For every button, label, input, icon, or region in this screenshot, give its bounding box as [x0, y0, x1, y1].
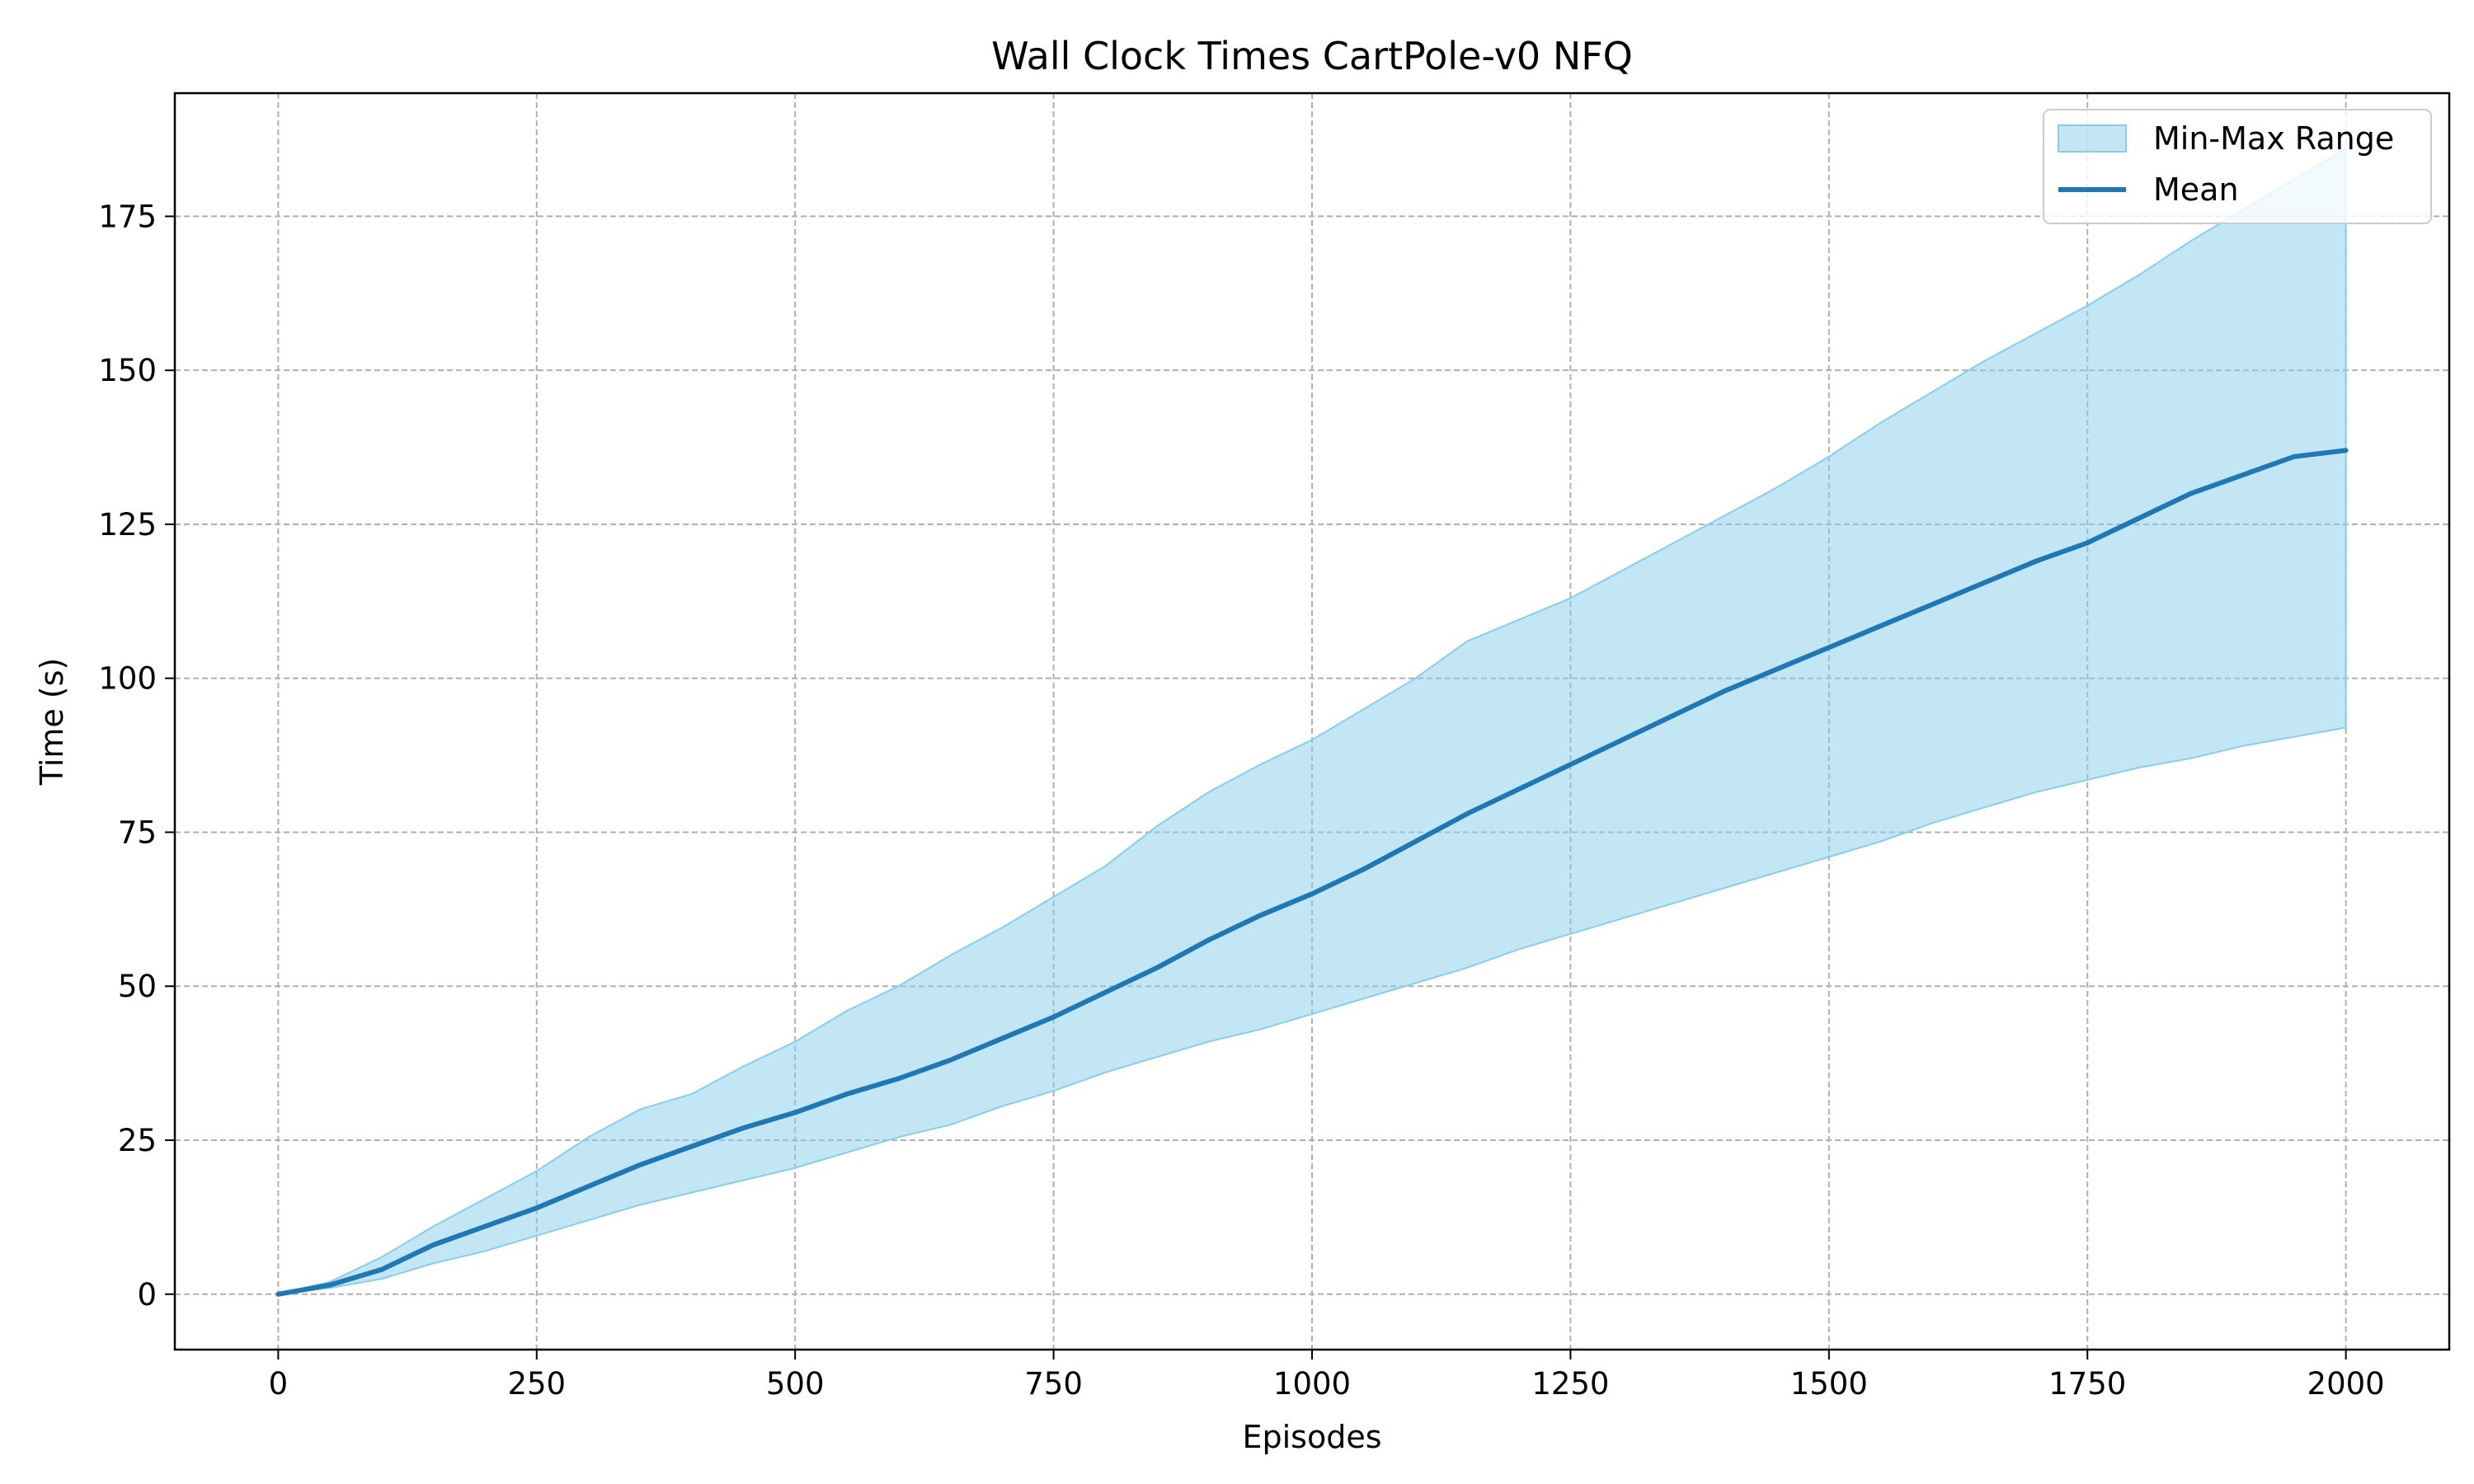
y-tick-label: 175: [98, 199, 157, 234]
plot-frame: [173, 92, 2451, 1351]
legend-swatch-range: [2058, 124, 2127, 153]
y-tick-label: 150: [98, 353, 157, 388]
y-tick-label: 125: [98, 507, 157, 542]
series-mean-line: [275, 448, 2349, 1297]
y-tick-label: 75: [118, 815, 157, 850]
legend-box: [2043, 109, 2432, 224]
x-tick-label: 750: [1024, 1366, 1083, 1402]
y-tick-label: 50: [118, 969, 157, 1004]
x-tick-label: 1500: [1790, 1366, 1868, 1402]
legend-label-range: Min-Max Range: [2153, 120, 2394, 157]
plot-data: [275, 147, 2349, 1297]
x-tick-label: 500: [766, 1366, 825, 1402]
x-tick-label: 1000: [1273, 1366, 1351, 1402]
x-tick-label: 2000: [2307, 1366, 2385, 1402]
x-tick-label: 0: [269, 1366, 289, 1402]
y-tick-label: 0: [137, 1277, 157, 1313]
y-tick-label: 25: [118, 1123, 157, 1158]
legend-label-mean: Mean: [2153, 171, 2239, 208]
legend: Min-Max Range Mean: [2043, 109, 2432, 224]
chart-title: Wall Clock Times CartPole-v0 NFQ: [991, 34, 1633, 78]
x-tick-label: 1750: [2048, 1366, 2126, 1402]
axis-ticks: 0 250 500 750 1000 1250 1500 1750 2000 0 25 50 75 100…: [98, 199, 2384, 1402]
x-axis-label: Episodes: [1242, 1419, 1381, 1455]
x-tick-label: 1250: [1531, 1366, 1609, 1402]
series-min-max-range-area: [278, 147, 2347, 1295]
y-axis-label: Time (s): [34, 658, 70, 787]
y-tick-label: 100: [98, 661, 157, 697]
x-tick-label: 250: [507, 1366, 566, 1402]
